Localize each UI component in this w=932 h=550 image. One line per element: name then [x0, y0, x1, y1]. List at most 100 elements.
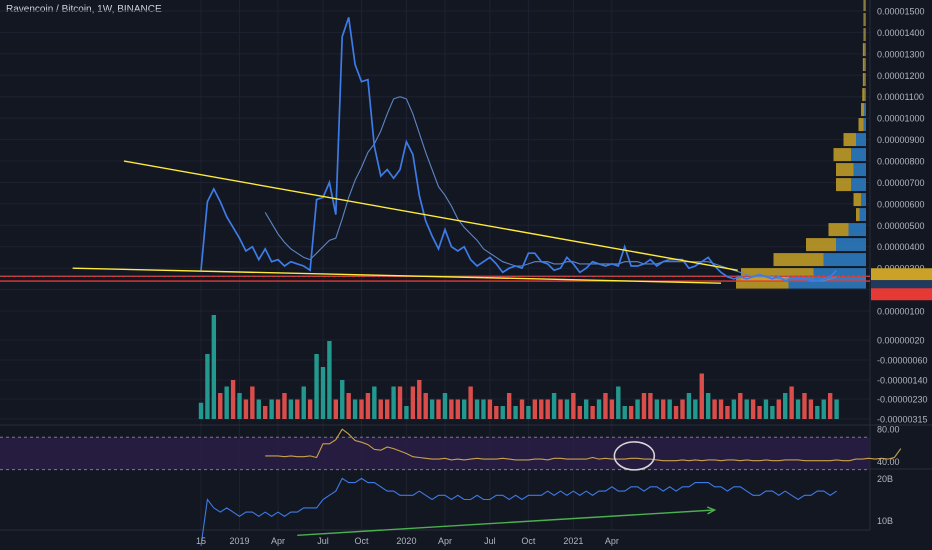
volume-bar: [481, 399, 486, 419]
vp-row-up: [851, 178, 866, 192]
vp-row-down: [806, 238, 836, 252]
volume-bar: [622, 406, 627, 419]
time-tick-label: Oct: [521, 536, 536, 546]
time-tick-label: Apr: [438, 536, 452, 546]
volume-bar: [827, 393, 833, 419]
price-tick-label: 0.00000100: [877, 307, 925, 317]
vp-row-down: [862, 88, 865, 102]
symbol-name[interactable]: Ravencoin / Bitcoin: [6, 4, 92, 15]
volume-bar: [320, 367, 326, 419]
moving-average-line: [264, 96, 837, 282]
price-tick-label: 0.00001400: [877, 28, 925, 38]
vp-row-up: [864, 73, 866, 87]
rsi-tick-label: 40.00: [877, 457, 900, 467]
countdown-label-bg: [871, 280, 932, 291]
volume-bar: [712, 399, 717, 419]
volume-bar: [314, 354, 319, 419]
volume-bar: [506, 393, 512, 419]
volume-bar: [641, 393, 647, 419]
vp-row-up: [863, 118, 866, 132]
volume-bar: [205, 354, 210, 419]
volume-bar: [218, 393, 223, 419]
vp-row-up: [859, 208, 866, 222]
volume-bar: [250, 386, 255, 419]
volume-bar: [391, 386, 396, 419]
volume-profile: [736, 0, 866, 289]
volume-bar: [462, 399, 467, 419]
vp-row-up: [823, 253, 866, 267]
volume-bar: [718, 399, 724, 419]
volume-bar: [686, 393, 692, 419]
volume-bar: [500, 406, 505, 419]
vp-row-down: [843, 133, 856, 147]
vp-row-down: [828, 223, 849, 237]
vp-row-down: [863, 0, 865, 12]
price-tick-label: 0.00000700: [877, 178, 925, 188]
time-tick-label: Apr: [271, 536, 285, 546]
volume-bar: [404, 406, 409, 419]
volume-bars: [198, 315, 839, 419]
vp-row-up: [864, 43, 866, 57]
interval-label[interactable]: 1W: [97, 4, 112, 15]
time-tick-label: 15: [196, 536, 206, 546]
volume-bar: [808, 399, 814, 419]
volume-bar: [834, 399, 839, 419]
support-price-label-bg: [871, 288, 932, 301]
volume-bar: [333, 399, 339, 419]
header-separator: ,: [111, 4, 118, 15]
volume-bar: [744, 399, 749, 419]
vp-row-up: [864, 58, 866, 72]
price-line: [200, 17, 838, 282]
volume-bar: [616, 386, 621, 419]
volume-bar: [494, 406, 499, 419]
volume-bar: [340, 380, 345, 419]
vp-row-up: [864, 13, 866, 27]
volume-bar: [815, 406, 820, 419]
vp-row-down: [856, 208, 860, 222]
vp-row-up: [853, 163, 866, 177]
volume-bar: [673, 406, 679, 419]
volume-bar: [423, 393, 428, 419]
volume-bar: [269, 399, 274, 419]
time-tick-label: Jul: [317, 536, 329, 546]
volume-bar: [635, 399, 640, 419]
price-tick-label: 0.00000800: [877, 157, 925, 167]
price-tick-label: 0.00000900: [877, 135, 925, 145]
volume-bar: [327, 341, 332, 419]
volume-bar: [211, 315, 217, 419]
rsi-line: [265, 428, 902, 462]
volume-bar: [667, 399, 672, 419]
vp-row-down: [862, 58, 865, 72]
volume-bar: [545, 399, 550, 419]
price-tick-label: -0.00000060: [877, 356, 928, 366]
volume-bar: [237, 393, 242, 419]
obv-tick-label: 10B: [877, 516, 893, 526]
vp-row-up: [864, 28, 866, 42]
volume-bar: [725, 406, 730, 419]
volume-bar: [770, 406, 775, 419]
vp-row-down: [836, 163, 854, 177]
volume-bar: [359, 399, 364, 419]
time-tick-label: 2020: [396, 536, 416, 546]
time-tick-label: Apr: [605, 536, 619, 546]
volume-bar: [551, 393, 557, 419]
volume-bar: [455, 399, 460, 419]
price-tick-label: 0.00001100: [877, 92, 924, 102]
volume-bar: [783, 393, 788, 419]
volume-bar: [346, 393, 351, 419]
volume-bar: [590, 406, 595, 419]
vp-row-down: [863, 13, 865, 27]
time-tick-label: Jul: [484, 536, 496, 546]
volume-bar: [795, 399, 801, 419]
volume-bar: [230, 380, 236, 419]
volume-bar: [757, 406, 762, 419]
trendline: [123, 160, 738, 271]
volume-bar: [397, 386, 403, 419]
volume-bar: [417, 380, 422, 419]
rsi-tick-label: 80.00: [877, 425, 900, 435]
volume-bar: [648, 393, 653, 419]
price-tick-label: 0.00001300: [877, 49, 925, 59]
volume-bar: [603, 393, 608, 419]
volume-bar: [275, 399, 281, 419]
